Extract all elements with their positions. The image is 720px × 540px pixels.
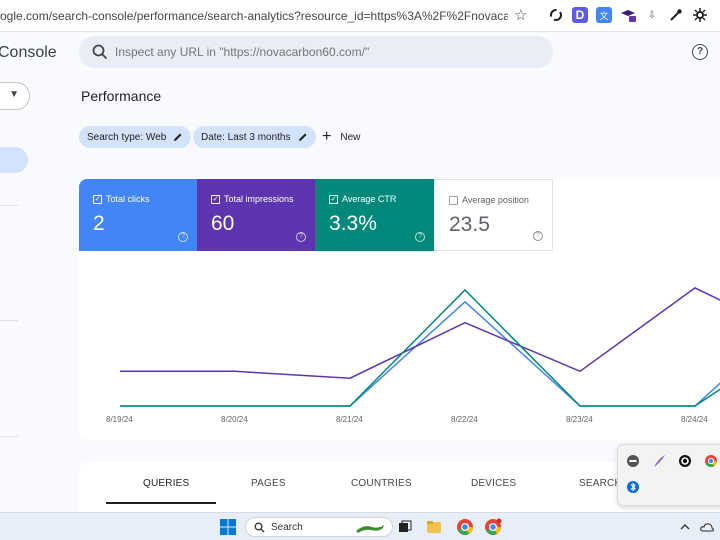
metric-label: Total impressions xyxy=(224,194,294,204)
date-filter-chip[interactable]: Date: Last 3 months xyxy=(193,126,316,148)
help-icon[interactable]: ? xyxy=(296,232,306,242)
metric-label: Average CTR xyxy=(342,194,397,204)
translate-extension-icon[interactable]: 文 xyxy=(596,7,612,23)
tab-devices[interactable]: DEVICES xyxy=(471,478,517,489)
new-filter-label: New xyxy=(340,131,361,143)
plus-icon: + xyxy=(322,128,332,145)
edit-pencil-icon xyxy=(298,133,306,141)
x-tick-label: 8/20/24 xyxy=(221,415,248,424)
lizard-widget-icon[interactable] xyxy=(354,518,386,536)
x-tick-label: 8/24/24 xyxy=(681,415,708,424)
taskbar-search[interactable]: Search xyxy=(245,517,393,537)
windows-start-icon[interactable] xyxy=(220,519,236,535)
metric-value: 23.5 xyxy=(449,213,490,236)
task-view-icon[interactable] xyxy=(398,520,412,534)
download-extension-icon[interactable]: ⇩ xyxy=(647,9,657,21)
tray-overflow-popup xyxy=(617,444,720,506)
tab-search-appearance[interactable]: SEARCH xyxy=(579,478,622,489)
x-tick-label: 8/19/24 xyxy=(106,415,133,424)
search-console-logo: Console xyxy=(0,44,57,61)
sync-extension-icon[interactable] xyxy=(548,7,564,23)
help-icon[interactable]: ? xyxy=(178,232,188,242)
search-icon xyxy=(254,522,265,532)
onedrive-cloud-icon[interactable] xyxy=(700,520,714,534)
bluetooth-tray-icon[interactable] xyxy=(626,480,640,494)
minus-circle-tray-icon[interactable] xyxy=(626,454,640,468)
metric-average-ctr[interactable]: ✓ Average CTR 3.3% ? xyxy=(315,179,434,251)
feather-tray-icon[interactable] xyxy=(652,454,666,468)
graduation-extension-icon[interactable] xyxy=(620,7,636,23)
checkbox-checked-icon: ✓ xyxy=(93,194,102,204)
metric-total-clicks[interactable]: ✓ Total clicks 2 ? xyxy=(79,179,197,251)
url-inspection-input[interactable] xyxy=(115,36,535,68)
tab-queries[interactable]: QUERIES xyxy=(143,478,190,489)
tab-countries[interactable]: COUNTRIES xyxy=(351,478,412,489)
metric-average-position[interactable]: Average position 23.5 ? xyxy=(434,179,553,251)
x-tick-label: 8/21/24 xyxy=(336,415,363,424)
x-tick-label: 8/23/24 xyxy=(566,415,593,424)
sidebar-divider xyxy=(0,320,18,321)
metric-label: Total clicks xyxy=(106,194,150,204)
settings-gear-icon[interactable] xyxy=(692,7,708,23)
browser-toolbar: ogle.com/search-console/performance/sear… xyxy=(0,0,720,32)
checkbox-checked-icon: ✓ xyxy=(211,194,220,204)
sidebar-divider xyxy=(0,205,18,206)
metric-value: 3.3% xyxy=(329,212,377,235)
c-logo-tray-icon[interactable] xyxy=(678,454,692,468)
help-icon[interactable]: ? xyxy=(533,231,543,241)
search-type-filter-chip[interactable]: Search type: Web xyxy=(79,126,192,148)
checkbox-unchecked-icon xyxy=(449,195,458,205)
x-tick-label: 8/22/24 xyxy=(451,415,478,424)
dropdown-caret-icon: ▼ xyxy=(9,89,19,100)
series-line-total-impressions xyxy=(120,287,720,379)
performance-line-chart[interactable]: 8/19/24 8/20/24 8/21/24 8/22/24 8/23/24 8/24/… xyxy=(79,179,720,440)
metric-total-impressions[interactable]: ✓ Total impressions 60 ? xyxy=(197,179,315,251)
dimension-tabs: QUERIES PAGES COUNTRIES DEVICES SEARCH xyxy=(79,462,720,512)
date-filter-label: Date: Last 3 months xyxy=(201,131,291,143)
property-selector[interactable]: ▼ xyxy=(0,82,30,110)
sidebar-divider xyxy=(0,436,18,437)
address-bar[interactable]: ogle.com/search-console/performance/sear… xyxy=(0,9,508,23)
edit-pencil-icon xyxy=(174,133,182,141)
help-icon[interactable]: ? xyxy=(692,44,708,60)
new-filter-button[interactable]: + New xyxy=(322,126,360,148)
help-icon[interactable]: ? xyxy=(415,232,425,242)
search-icon xyxy=(92,44,108,60)
metric-value: 60 xyxy=(211,212,235,235)
file-explorer-icon[interactable] xyxy=(426,519,442,535)
tab-pages[interactable]: PAGES xyxy=(251,478,286,489)
eyedropper-extension-icon[interactable] xyxy=(668,7,684,23)
sidebar-item-performance[interactable] xyxy=(0,147,28,173)
url-inspection-search[interactable] xyxy=(79,36,553,68)
windows-taskbar: Search xyxy=(0,512,720,540)
series-line-total-clicks xyxy=(120,300,720,407)
page-title: Performance xyxy=(81,88,162,104)
chrome-tray-icon[interactable] xyxy=(704,454,718,468)
d-extension-icon[interactable]: D xyxy=(572,7,588,23)
chrome-taskbar-icon[interactable] xyxy=(456,518,474,536)
metric-label: Average position xyxy=(462,195,529,205)
search-type-filter-label: Search type: Web xyxy=(87,131,167,143)
bookmark-star-icon[interactable]: ☆ xyxy=(514,7,528,24)
chevron-up-icon[interactable] xyxy=(680,522,690,532)
taskbar-search-label: Search xyxy=(271,521,303,533)
chrome-profile-taskbar-icon[interactable] xyxy=(484,518,502,536)
active-tab-indicator xyxy=(106,502,216,504)
series-line-average-ctr xyxy=(120,288,720,407)
performance-chart-card: ✓ Total clicks 2 ? ✓ Total impressions 60 … xyxy=(79,179,720,440)
checkbox-checked-icon: ✓ xyxy=(329,194,338,204)
metric-value: 2 xyxy=(93,212,105,235)
